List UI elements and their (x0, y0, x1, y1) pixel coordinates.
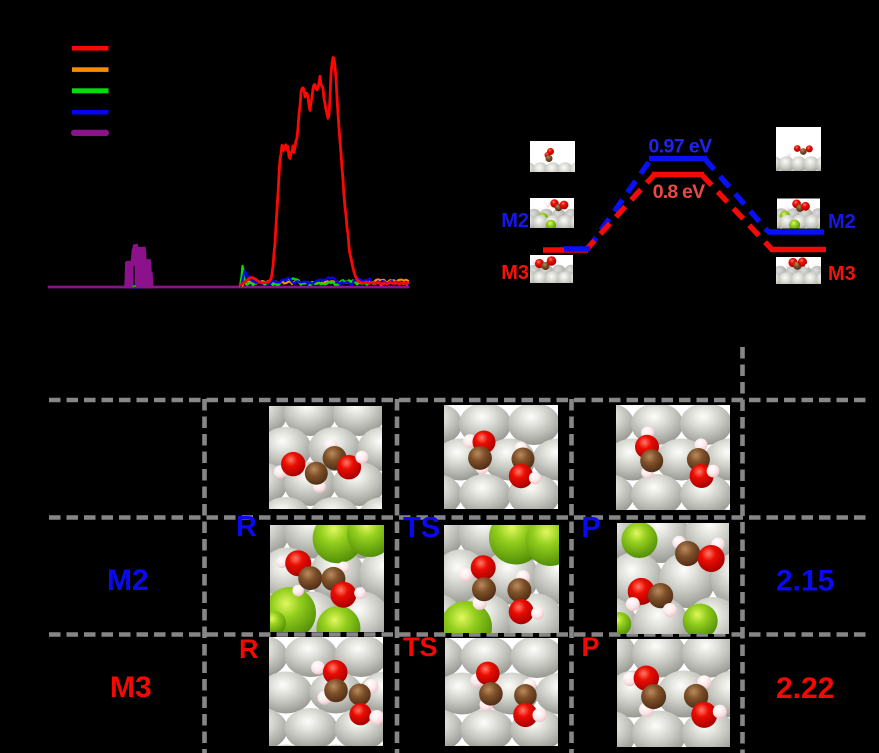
svg-text:TS: TS (403, 632, 438, 662)
svg-text:P: P (582, 632, 600, 662)
svg-text:M3: M3 (110, 671, 152, 704)
svg-text:P: P (582, 512, 601, 544)
svg-text:M2: M2 (828, 211, 856, 233)
svg-text:0.8 eV: 0.8 eV (653, 181, 705, 203)
svg-text:M3: M3 (828, 263, 856, 285)
svg-text:0.97 eV: 0.97 eV (648, 136, 712, 158)
svg-text:2.15: 2.15 (776, 565, 834, 598)
svg-text:R: R (239, 634, 259, 664)
svg-text:R: R (236, 511, 257, 543)
svg-text:M3: M3 (501, 262, 529, 284)
svg-text:M2: M2 (501, 210, 529, 232)
svg-text:M2: M2 (107, 564, 149, 597)
svg-text:TS: TS (403, 512, 440, 544)
svg-text:2.22: 2.22 (776, 672, 834, 705)
